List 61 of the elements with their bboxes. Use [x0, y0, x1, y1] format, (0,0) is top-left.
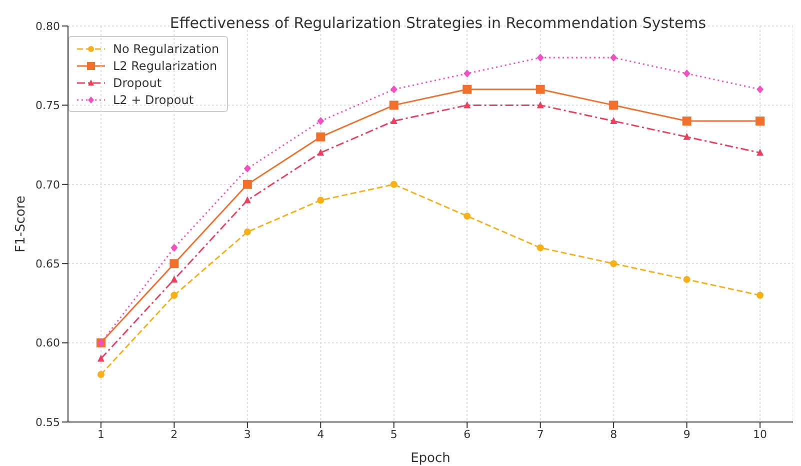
point — [244, 164, 251, 173]
point — [682, 116, 692, 126]
x-tick-label: 10 — [753, 428, 768, 441]
point — [170, 259, 179, 268]
point — [536, 54, 544, 62]
point — [317, 117, 324, 126]
x-tick-label: 4 — [317, 428, 324, 441]
point — [97, 370, 104, 378]
point — [464, 101, 471, 108]
point — [242, 180, 252, 189]
point — [462, 84, 472, 94]
point — [756, 292, 764, 299]
point — [464, 70, 471, 78]
x-tick-label: 8 — [610, 428, 618, 441]
point — [244, 228, 251, 236]
point — [683, 276, 690, 283]
point — [609, 100, 618, 110]
point — [390, 85, 398, 94]
point — [97, 354, 104, 362]
point — [610, 117, 618, 124]
point — [170, 244, 178, 252]
legend-label: L2 Regularization — [113, 58, 218, 72]
point — [536, 244, 544, 252]
point — [316, 132, 326, 142]
y-tick-label: 0.75 — [36, 99, 60, 112]
point — [317, 148, 324, 156]
point — [390, 180, 398, 188]
point — [683, 70, 690, 78]
point — [170, 275, 178, 282]
y-tick-label: 0.80 — [36, 20, 60, 33]
point — [756, 148, 764, 156]
point — [610, 54, 618, 62]
chart-title: Effectiveness of Regularization Strategies in Recommendation Systems — [170, 14, 706, 32]
x-tick-label: 7 — [536, 428, 544, 441]
point — [390, 117, 398, 124]
x-tick-label: 5 — [390, 428, 398, 441]
x-tick-label: 2 — [170, 428, 178, 441]
legend-label: L2 + Dropout — [113, 92, 194, 106]
point — [756, 85, 764, 94]
legend-label: No Regularization — [113, 42, 220, 56]
y-tick-label: 0.70 — [36, 178, 60, 192]
point — [610, 260, 618, 268]
x-tick-label: 6 — [464, 428, 471, 441]
y-axis-title: F1-Score — [14, 196, 29, 252]
x-tick-label: 9 — [683, 428, 690, 441]
point — [464, 212, 471, 220]
point — [317, 196, 324, 204]
point — [244, 196, 251, 204]
point — [536, 84, 545, 94]
point — [389, 100, 398, 110]
x-tick-label: 1 — [97, 428, 104, 441]
point — [170, 292, 178, 299]
x-tick-label: 3 — [244, 428, 251, 441]
legend-label: Dropout — [113, 76, 162, 90]
point — [683, 132, 690, 140]
y-tick-label: 0.65 — [36, 258, 60, 271]
x-axis-title: Epoch — [410, 451, 450, 466]
y-tick-label: 0.60 — [36, 336, 60, 350]
point — [536, 101, 544, 108]
y-tick-label: 0.55 — [36, 416, 60, 429]
point — [756, 116, 765, 126]
